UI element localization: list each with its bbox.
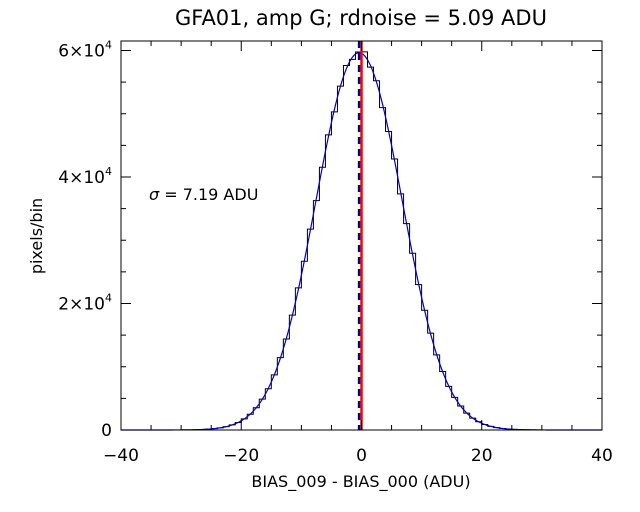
sigma-symbol: σ [149,185,160,204]
y-tick-label: 2×104 [58,291,112,314]
sigma-value: = 7.19 ADU [159,185,258,204]
y-tick-label: 0 [101,421,112,441]
x-tick-label: 20 [471,446,493,466]
x-tick-label: −40 [103,446,139,466]
x-tick-labels: −40 −20 0 20 40 [103,446,613,466]
y-tick-label: 6×104 [58,38,112,61]
x-axis-label: BIAS_009 - BIAS_000 (ADU) [251,472,470,492]
x-tick-label: 0 [356,446,367,466]
x-tick-label: −20 [223,446,259,466]
y-axis-label: pixels/bin [27,198,46,274]
y-tick-labels: 0 2×104 4×104 6×104 [58,38,112,441]
chart-title: GFA01, amp G; rdnoise = 5.09 ADU [175,6,547,30]
sigma-annotation: σ = 7.19 ADU [149,185,258,204]
y-tick-label: 4×104 [58,165,112,188]
plot-area [120,40,603,431]
x-tick-label: 40 [591,446,613,466]
marker-layer [357,41,363,430]
tick-layer [120,41,603,431]
